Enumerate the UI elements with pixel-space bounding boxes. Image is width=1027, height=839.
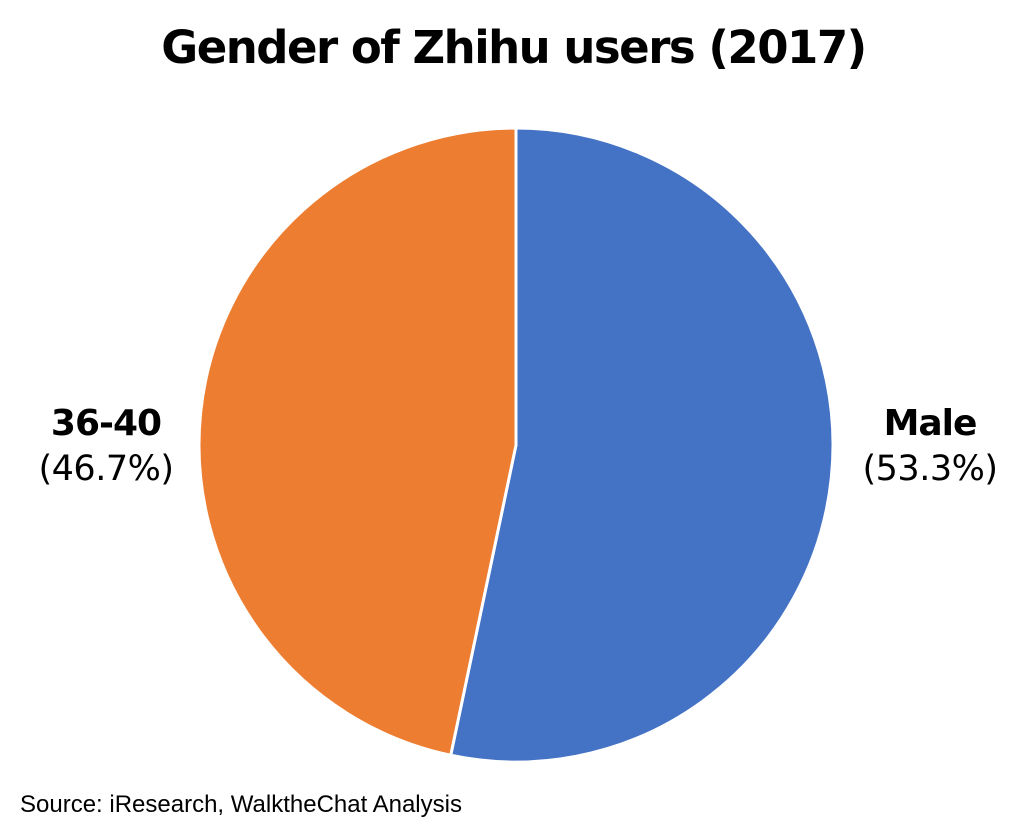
slice-name-36-40: 36-40 (50, 403, 162, 444)
source-note: Source: iResearch, WalktheChat Analysis (20, 791, 462, 818)
slice-name-male: Male (883, 403, 978, 444)
chart-title: Gender of Zhihu users (2017) (161, 21, 867, 74)
pie-slice-36-40 (197, 126, 518, 757)
slice-percent-36-40: (46.7%) (38, 449, 175, 489)
slice-percent-male: (53.3%) (862, 449, 999, 489)
pie-slice-male (449, 126, 835, 764)
pie-slices (197, 126, 835, 764)
slice-label-36-40: 36-40 (46.7%) (6, 402, 206, 492)
slice-label-male: Male (53.3%) (830, 402, 1027, 492)
